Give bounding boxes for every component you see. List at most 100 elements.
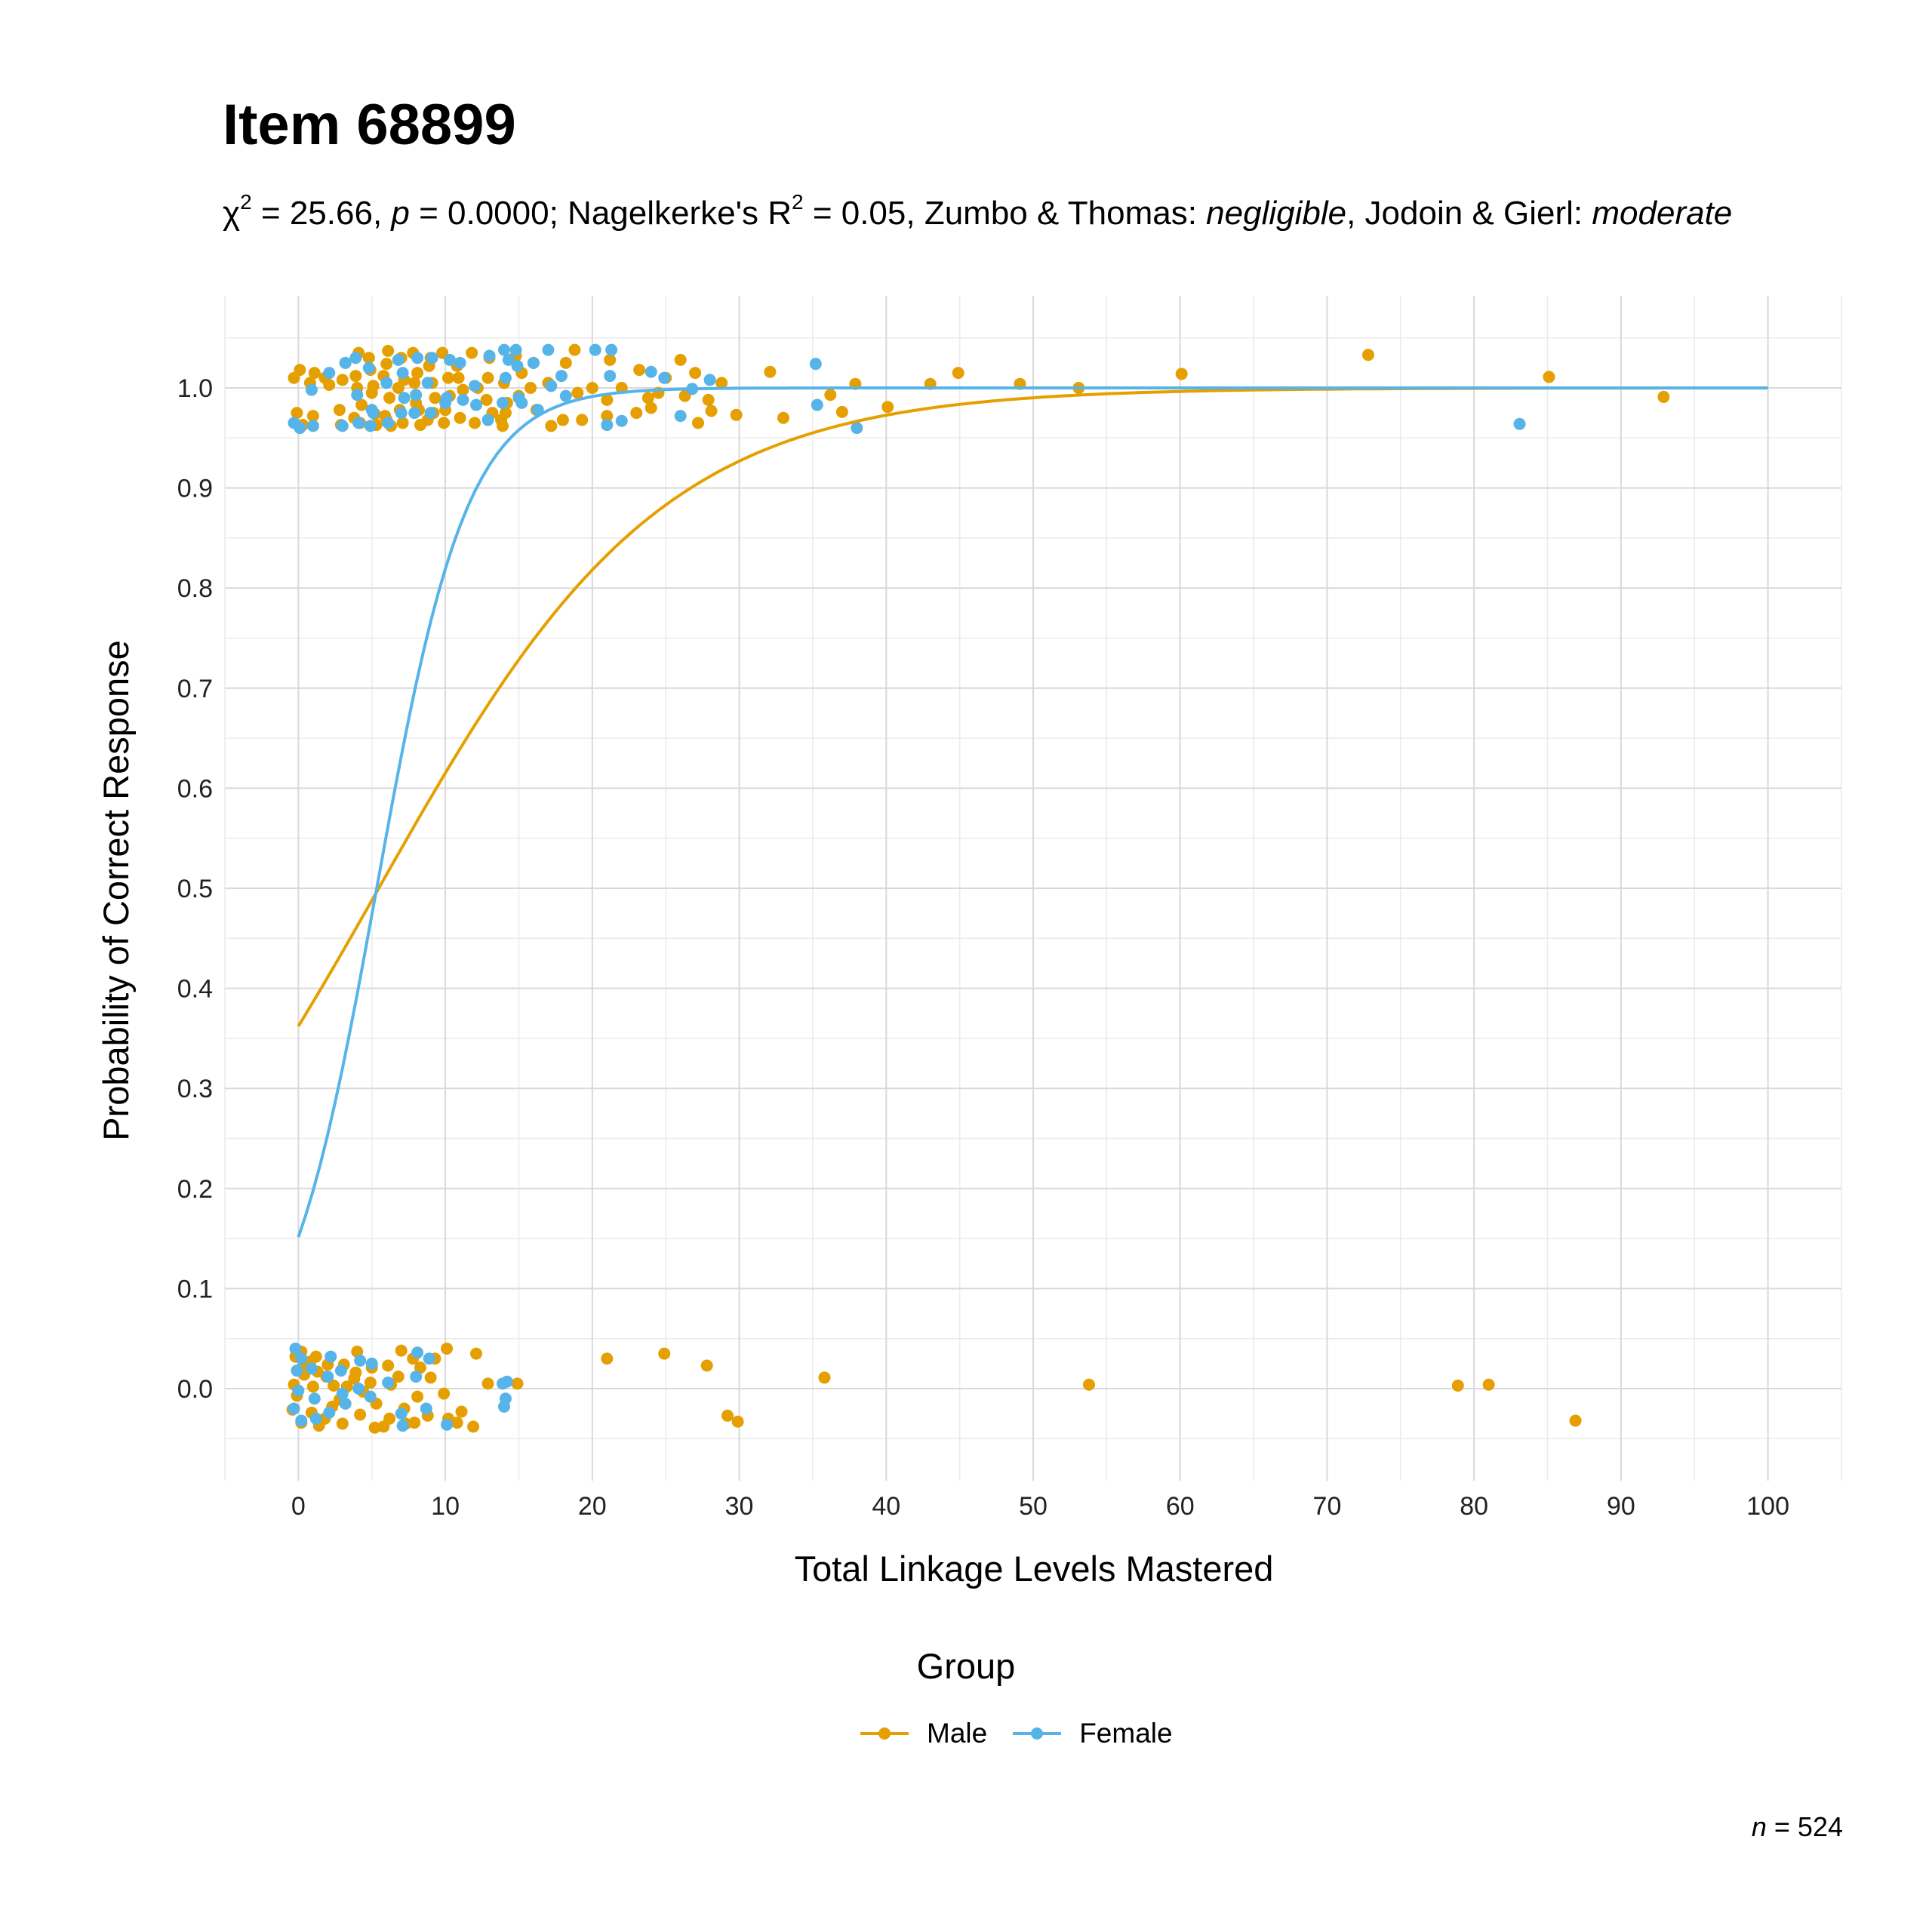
point-male [383,1412,396,1425]
point-male [333,404,346,417]
legend-key-female [1013,1718,1062,1749]
point-male [382,344,395,357]
legend-item-female[interactable]: Female [1013,1718,1173,1749]
point-female [851,422,863,435]
point-male [586,381,598,394]
x-axis-tick-labels: 0 10 20 30 40 50 60 70 80 90 100 [291,1492,1789,1521]
x-tick-label: 10 [431,1492,460,1521]
point-male [380,358,393,371]
point-male [362,352,375,365]
x-tick-label: 50 [1019,1492,1048,1521]
point-male [411,1390,424,1403]
point-male [355,398,368,411]
point-male [721,1409,734,1422]
point-male [604,353,617,366]
point-male [952,367,964,380]
point-male [645,401,657,414]
point-male [306,410,319,423]
point-male [881,401,894,414]
point-female [1513,417,1526,430]
point-male [408,377,421,389]
point-male [323,379,336,392]
point-male [306,1380,319,1393]
point-male [392,1371,405,1383]
point-male [451,1417,463,1429]
point-male [441,371,454,384]
point-male [559,356,572,369]
point-female [674,410,687,423]
point-female [309,1412,322,1425]
point-female [336,420,349,432]
point-male [497,420,509,432]
point-female [439,396,452,409]
point-male [525,381,537,394]
n-label: n [1751,1811,1767,1842]
point-female [295,1352,308,1365]
point-female [352,417,365,429]
point-male [601,1352,614,1365]
point-female [365,1357,378,1370]
point-female [306,420,319,432]
point-male [452,371,465,384]
point-female [398,392,411,405]
curve-female [297,386,1768,1238]
point-male [383,392,396,405]
point-male [395,1344,408,1357]
legend-title: Group [916,1646,1016,1686]
x-tick-label: 0 [291,1492,306,1521]
point-female [339,1397,352,1410]
r-superscript: 2 [792,190,804,214]
chart-title: Item 68899 [223,93,516,157]
x-axis-title: Total Linkage Levels Mastered [795,1549,1274,1589]
point-female [497,396,509,409]
point-female [469,398,482,411]
point-male [411,367,424,380]
zumbo-thomas-rating: negligible [1206,195,1347,232]
point-male [429,392,441,405]
r-value: = 0.05, Zumbo & Thomas: [803,195,1207,232]
point-female [334,1364,347,1377]
legend-item-male[interactable]: Male [860,1718,987,1749]
point-female [382,417,395,429]
point-female [288,1402,300,1415]
point-male [424,1371,437,1384]
chi-superscript: 2 [240,190,252,214]
point-female [454,356,466,369]
point-female [499,371,512,384]
point-female [396,1420,409,1432]
point-female [481,414,494,426]
point-male [764,365,777,378]
point-female [325,1350,337,1363]
point-male [601,393,614,406]
point-male [367,380,380,392]
point-male [702,393,715,406]
point-male [715,377,728,389]
point-female [703,374,716,386]
point-female [527,356,540,369]
point-male [556,414,569,426]
point-female [410,389,423,401]
point-female [382,1377,395,1389]
point-male [438,1387,451,1400]
point-female [308,1392,321,1405]
point-male [469,417,481,429]
point-male [349,370,362,383]
point-male [641,392,654,405]
y-tick-label: 0.5 [177,875,213,903]
point-male [1543,371,1555,383]
point-male [568,343,581,356]
y-tick-label: 0.3 [177,1075,213,1103]
point-male [291,407,303,420]
legend-label-male: Male [927,1718,988,1749]
point-female [605,343,618,356]
point-female [469,380,481,392]
point-female [601,419,614,432]
point-male [328,1380,340,1392]
point-male [308,367,321,380]
point-female [336,1387,349,1400]
chart-subtitle: χ2 = 25.66, p = 0.0000; Nagelkerke's R2 … [223,192,1733,232]
jodoin-gierl-rating: moderate [1592,195,1733,232]
y-tick-label: 1.0 [177,374,213,403]
point-male [633,364,646,377]
y-tick-label: 0.0 [177,1375,213,1404]
